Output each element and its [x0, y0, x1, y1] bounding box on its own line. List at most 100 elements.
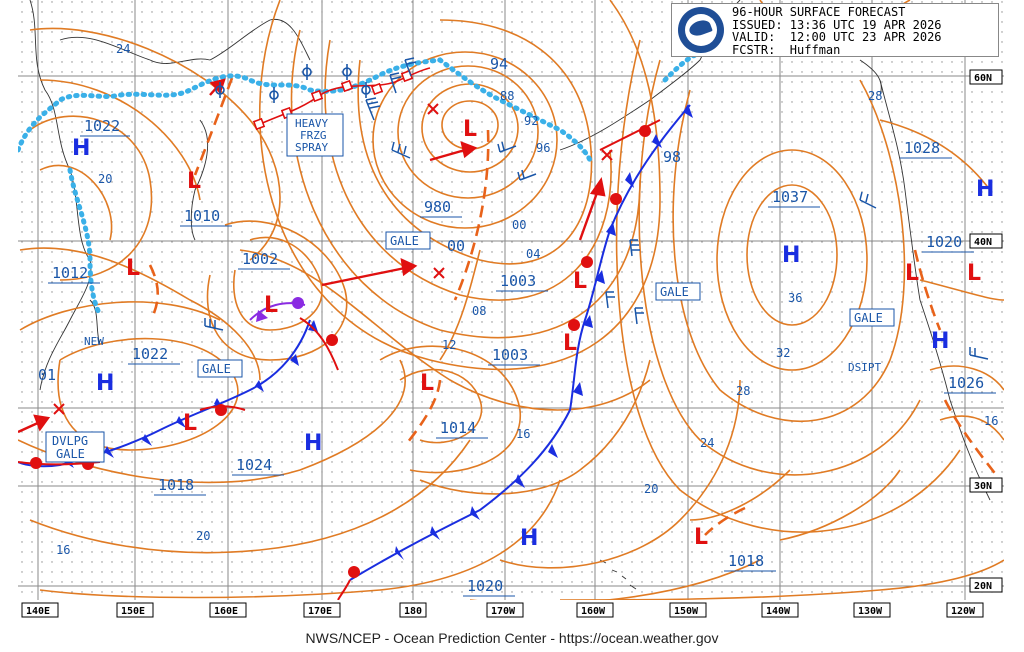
low-center: L [126, 256, 140, 281]
low-center: L [187, 169, 201, 194]
freezing-spray-boundary [252, 67, 431, 131]
forecast-position-marks [53, 103, 613, 415]
isobar-label: 94 [490, 55, 508, 73]
wind-barbs [204, 57, 989, 360]
spray-line3: SPRAY [295, 141, 328, 154]
new-label: NEW [84, 335, 104, 348]
pressure-label: 1003 [500, 272, 536, 290]
isobar-label: 20 [644, 482, 658, 496]
pressure-label: 1010 [184, 207, 220, 225]
lon-label: 140E [26, 606, 50, 617]
gale-warning: GALE [385, 231, 431, 250]
isobar-label: 28 [736, 384, 750, 398]
isobar-label: 00 [512, 218, 526, 232]
isobar-label: 28 [868, 89, 882, 103]
isobar-label: 24 [700, 436, 714, 450]
high-center: H [520, 526, 538, 551]
pressure-label: 1018 [158, 476, 194, 494]
pressure-label: 1028 [904, 139, 940, 157]
isobar-label: 96 [536, 141, 550, 155]
isobar-label: 04 [526, 247, 540, 261]
lon-label: 160W [581, 606, 606, 617]
high-center: H [72, 136, 90, 161]
footer-credit: NWS/NCEP - Ocean Prediction Center - htt… [305, 630, 719, 646]
gale-warning: GALE [655, 282, 701, 301]
product-title: 96-HOUR SURFACE FORECAST [732, 5, 906, 19]
lon-label: 130W [858, 606, 883, 617]
pressure-label: 01 [38, 366, 56, 384]
low-center: L [420, 371, 434, 396]
isobar-label: 16 [56, 543, 70, 557]
valid-time: VALID: 12:00 UTC 23 APR 2026 [732, 30, 942, 44]
pressure-label: 1024 [236, 456, 272, 474]
troughs [148, 77, 1002, 536]
pressure-label: 1037 [772, 188, 808, 206]
pressure-label: 1012 [52, 264, 88, 282]
gale-label: GALE [660, 285, 689, 299]
isobar-label: 16 [984, 414, 998, 428]
high-center: H [976, 177, 994, 202]
isobar-label: 32 [776, 346, 790, 360]
spray-line2: FRZG [300, 129, 327, 142]
isobar-label: 88 [500, 89, 514, 103]
low-center: L [967, 261, 981, 286]
lon-label: 170W [491, 606, 516, 617]
pressure-label: 1026 [948, 374, 984, 392]
gale-label: GALE [854, 311, 883, 325]
pressure-label: 00 [447, 237, 465, 255]
high-center: H [782, 243, 800, 268]
lon-label: 150W [674, 606, 699, 617]
lat-label: 30N [974, 481, 992, 492]
isobar-label: 20 [196, 529, 210, 543]
pressure-label: 1020 [926, 233, 962, 251]
movement-arrows [18, 78, 606, 434]
isobar-label: 36 [788, 291, 802, 305]
gale-label: GALE [390, 234, 419, 248]
dvlpg-line2: GALE [56, 447, 85, 461]
spray-symbols [215, 64, 371, 103]
gale-warning: GALE [197, 359, 243, 378]
pressure-label: 1020 [467, 577, 503, 595]
isobar-label: 24 [116, 42, 130, 56]
dvlpg-line1: DVLPG [52, 434, 88, 448]
issued-time: ISSUED: 13:36 UTC 19 APR 2026 [732, 17, 942, 32]
occluded-front [249, 297, 306, 322]
lon-label: 150E [121, 606, 145, 617]
pressure-label: 1003 [492, 346, 528, 364]
pressure-label: 1002 [242, 250, 278, 268]
spray-line1: HEAVY [295, 117, 328, 130]
isobar-label: 08 [472, 304, 486, 318]
low-center: L [573, 269, 587, 294]
isobar-label: 92 [524, 114, 538, 128]
low-center: L [463, 117, 477, 142]
high-center: H [931, 329, 949, 354]
pressure-label: 98 [663, 148, 681, 166]
dissipating-label: DSIPT [848, 361, 881, 374]
pressure-label: 1018 [728, 552, 764, 570]
pressure-label: 980 [424, 198, 451, 216]
isobar-label: 20 [98, 172, 112, 186]
forecaster: FCSTR: Huffman [732, 42, 841, 57]
lon-label: 180 [404, 606, 422, 617]
cold-fronts [18, 104, 693, 581]
high-center: H [304, 431, 322, 456]
pressure-label: 1022 [84, 117, 120, 135]
lon-label: 170E [308, 606, 332, 617]
isobar-label: 12 [442, 338, 456, 352]
low-center: L [183, 411, 197, 436]
lat-label: 60N [974, 73, 992, 84]
low-center: L [563, 331, 577, 356]
lat-label: 20N [974, 581, 992, 592]
surface-forecast-map: H H H H H H H L L L L L L L L L L L 1022… [18, 0, 1004, 618]
lon-label: 140W [766, 606, 791, 617]
high-center: H [96, 371, 114, 396]
lon-label: 120W [951, 606, 976, 617]
pressure-label: 1022 [132, 345, 168, 363]
developing-gale-warning: DVLPG GALE [45, 431, 105, 463]
low-center: L [694, 525, 708, 550]
gale-label: GALE [202, 362, 231, 376]
forecast-info-lines: 96-HOUR SURFACE FORECAST ISSUED: 13:36 U… [732, 6, 942, 56]
low-center: L [264, 293, 278, 318]
pressure-label: 1014 [440, 419, 476, 437]
pressure-underlines [48, 135, 996, 597]
